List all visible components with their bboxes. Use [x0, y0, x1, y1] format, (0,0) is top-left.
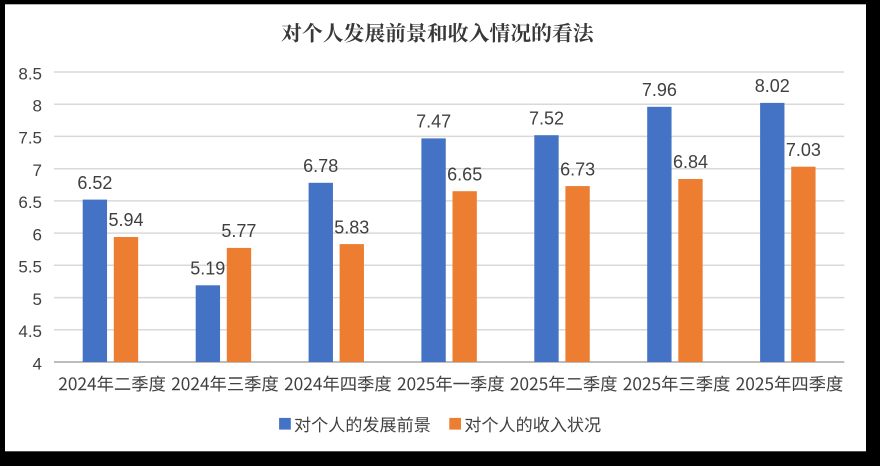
svg-text:6.73: 6.73 — [560, 159, 595, 179]
svg-text:6.78: 6.78 — [303, 156, 338, 176]
svg-text:7.52: 7.52 — [529, 108, 564, 128]
svg-text:6.65: 6.65 — [447, 164, 482, 184]
svg-text:5.5: 5.5 — [18, 258, 42, 277]
svg-text:7.03: 7.03 — [786, 140, 821, 160]
svg-text:7: 7 — [33, 161, 42, 180]
svg-text:7.5: 7.5 — [18, 129, 42, 148]
svg-text:5.94: 5.94 — [108, 210, 143, 230]
svg-text:8.5: 8.5 — [18, 64, 42, 83]
svg-text:6: 6 — [33, 225, 42, 244]
svg-text:4: 4 — [33, 354, 42, 373]
svg-text:5: 5 — [33, 290, 42, 309]
svg-text:5.19: 5.19 — [190, 259, 225, 279]
svg-text:4.5: 4.5 — [18, 322, 42, 341]
svg-text:6.5: 6.5 — [18, 193, 42, 212]
svg-text:8.02: 8.02 — [755, 76, 790, 96]
svg-text:5.77: 5.77 — [221, 221, 256, 241]
svg-text:7.47: 7.47 — [416, 112, 451, 132]
svg-text:6.52: 6.52 — [77, 173, 112, 193]
svg-text:7.96: 7.96 — [642, 80, 677, 100]
svg-text:5.83: 5.83 — [334, 217, 369, 237]
svg-text:8: 8 — [33, 97, 42, 116]
svg-text:6.84: 6.84 — [673, 152, 708, 172]
